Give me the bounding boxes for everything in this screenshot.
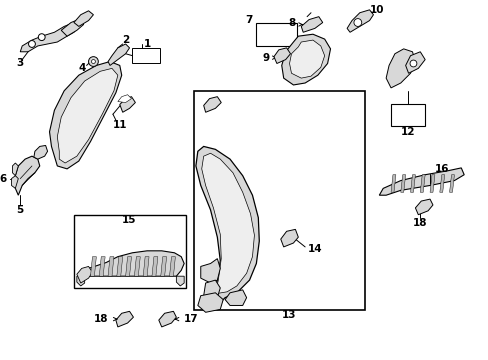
Polygon shape: [117, 257, 122, 276]
Text: 3: 3: [17, 58, 24, 68]
Circle shape: [409, 60, 416, 67]
Text: 7: 7: [244, 15, 252, 24]
Polygon shape: [143, 257, 149, 276]
Circle shape: [28, 41, 35, 48]
Polygon shape: [108, 257, 114, 276]
Circle shape: [91, 60, 95, 63]
Polygon shape: [196, 147, 259, 306]
Polygon shape: [77, 276, 84, 286]
Polygon shape: [415, 199, 432, 215]
Polygon shape: [390, 175, 395, 192]
Polygon shape: [448, 175, 453, 192]
Bar: [390, 104, 424, 126]
Text: 2: 2: [122, 35, 129, 45]
Polygon shape: [11, 176, 18, 188]
Polygon shape: [301, 17, 322, 32]
Polygon shape: [74, 11, 93, 26]
Circle shape: [286, 236, 292, 242]
Text: 6: 6: [0, 174, 6, 184]
Polygon shape: [419, 175, 424, 192]
Text: 8: 8: [287, 18, 295, 27]
Polygon shape: [152, 257, 158, 276]
Polygon shape: [34, 145, 47, 159]
Polygon shape: [289, 40, 324, 78]
Polygon shape: [12, 163, 18, 176]
Text: 12: 12: [400, 127, 414, 137]
Polygon shape: [280, 229, 298, 247]
Polygon shape: [224, 290, 246, 306]
Polygon shape: [20, 23, 79, 52]
Text: 15: 15: [122, 215, 137, 225]
Polygon shape: [386, 49, 415, 88]
Text: 14: 14: [307, 244, 322, 254]
Polygon shape: [159, 311, 176, 327]
Polygon shape: [201, 258, 220, 283]
Polygon shape: [90, 257, 96, 276]
Text: 4: 4: [78, 63, 85, 73]
Circle shape: [38, 34, 45, 41]
Text: 10: 10: [369, 5, 383, 15]
Polygon shape: [439, 175, 444, 192]
Bar: [256, 23, 297, 46]
Text: 1: 1: [143, 39, 150, 49]
Polygon shape: [125, 257, 131, 276]
Bar: [74, 215, 186, 288]
Polygon shape: [118, 95, 131, 103]
Polygon shape: [202, 153, 254, 294]
Text: 18: 18: [412, 217, 427, 228]
Polygon shape: [346, 10, 373, 32]
Text: 5: 5: [17, 205, 24, 215]
Text: 16: 16: [434, 164, 448, 174]
Polygon shape: [400, 175, 405, 192]
Polygon shape: [203, 97, 221, 112]
Circle shape: [353, 19, 361, 26]
Polygon shape: [379, 168, 463, 195]
Text: 9: 9: [263, 53, 269, 63]
Polygon shape: [57, 68, 118, 163]
Text: 11: 11: [112, 120, 127, 130]
Text: 13: 13: [281, 310, 295, 320]
Polygon shape: [134, 257, 140, 276]
Polygon shape: [99, 257, 105, 276]
Polygon shape: [405, 52, 424, 73]
Polygon shape: [203, 280, 220, 300]
Polygon shape: [281, 34, 330, 85]
Polygon shape: [273, 48, 290, 63]
Polygon shape: [161, 257, 166, 276]
Polygon shape: [198, 293, 223, 312]
Bar: [194, 91, 364, 310]
Polygon shape: [120, 97, 135, 112]
Polygon shape: [81, 251, 184, 276]
Polygon shape: [108, 44, 129, 66]
Polygon shape: [410, 175, 415, 192]
Text: 17: 17: [184, 314, 199, 324]
Polygon shape: [15, 156, 40, 195]
Polygon shape: [169, 257, 175, 276]
Bar: [132, 48, 160, 63]
Polygon shape: [61, 19, 83, 36]
Polygon shape: [49, 62, 122, 169]
Text: 18: 18: [93, 314, 108, 324]
Polygon shape: [429, 175, 434, 192]
Polygon shape: [116, 311, 133, 327]
Polygon shape: [77, 266, 92, 283]
Polygon shape: [176, 276, 184, 286]
Circle shape: [88, 57, 98, 66]
